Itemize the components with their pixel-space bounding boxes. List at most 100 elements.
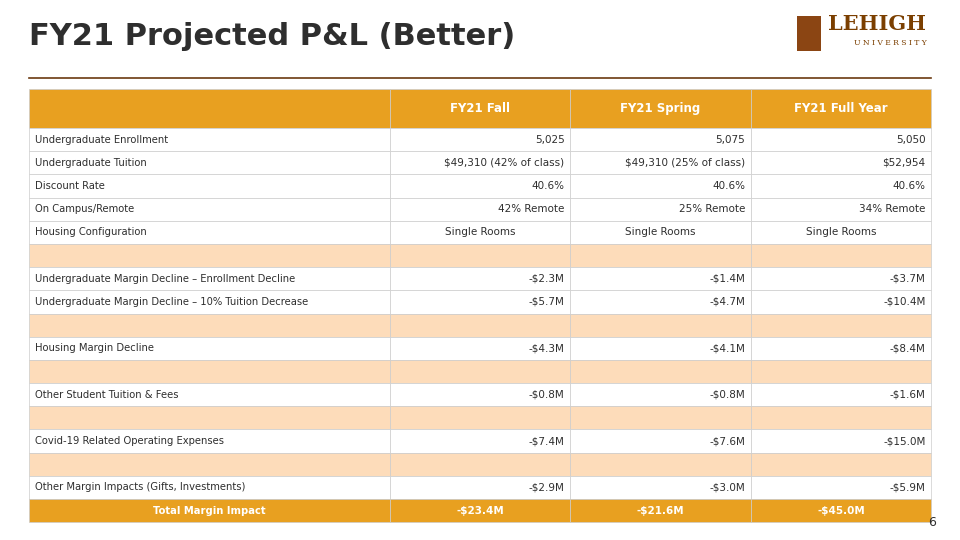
Bar <box>390 383 570 406</box>
Text: 34% Remote: 34% Remote <box>859 204 925 214</box>
Text: -$21.6M: -$21.6M <box>636 505 684 516</box>
Text: $52,954: $52,954 <box>882 158 925 168</box>
Bar <box>751 128 931 151</box>
Bar <box>29 174 390 198</box>
Text: FY21 Projected P&L (Better): FY21 Projected P&L (Better) <box>29 22 516 51</box>
Bar <box>570 244 751 267</box>
Text: Single Rooms: Single Rooms <box>444 227 516 238</box>
Bar <box>29 429 390 453</box>
Bar <box>751 476 931 499</box>
Bar <box>570 406 751 429</box>
Text: -$8.4M: -$8.4M <box>890 343 925 353</box>
Bar <box>751 151 931 174</box>
Text: -$0.8M: -$0.8M <box>529 390 564 400</box>
Text: FY21 Full Year: FY21 Full Year <box>794 102 888 115</box>
Bar <box>29 267 390 291</box>
Bar <box>570 383 751 406</box>
Text: 40.6%: 40.6% <box>532 181 564 191</box>
Bar <box>390 499 570 522</box>
Bar <box>751 314 931 337</box>
Text: -$5.9M: -$5.9M <box>890 482 925 492</box>
Text: -$3.7M: -$3.7M <box>890 274 925 284</box>
Bar <box>29 291 390 314</box>
Text: 40.6%: 40.6% <box>712 181 745 191</box>
Bar <box>390 476 570 499</box>
Bar <box>570 291 751 314</box>
Text: $49,310 (25% of class): $49,310 (25% of class) <box>625 158 745 168</box>
Bar <box>751 267 931 291</box>
Bar <box>570 174 751 198</box>
Bar <box>751 429 931 453</box>
Bar <box>751 453 931 476</box>
Bar <box>751 360 931 383</box>
Bar <box>797 16 821 51</box>
Bar <box>751 221 931 244</box>
Bar <box>570 429 751 453</box>
Text: -$4.1M: -$4.1M <box>709 343 745 353</box>
Text: -$7.4M: -$7.4M <box>529 436 564 446</box>
Text: Undergraduate Tuition: Undergraduate Tuition <box>35 158 146 168</box>
Text: -$3.0M: -$3.0M <box>709 482 745 492</box>
Text: 5,050: 5,050 <box>896 134 925 145</box>
Bar <box>390 128 570 151</box>
Bar <box>390 244 570 267</box>
Bar <box>390 453 570 476</box>
Bar <box>570 151 751 174</box>
Bar <box>570 360 751 383</box>
Bar <box>751 337 931 360</box>
Text: Housing Margin Decline: Housing Margin Decline <box>35 343 154 353</box>
Text: FY21 Spring: FY21 Spring <box>620 102 701 115</box>
Bar <box>29 244 390 267</box>
Bar <box>29 198 390 221</box>
Text: -$5.7M: -$5.7M <box>529 297 564 307</box>
Bar <box>29 89 390 128</box>
Text: Discount Rate: Discount Rate <box>35 181 105 191</box>
Bar <box>570 476 751 499</box>
Text: -$2.3M: -$2.3M <box>529 274 564 284</box>
Text: Covid-19 Related Operating Expenses: Covid-19 Related Operating Expenses <box>35 436 224 446</box>
Bar <box>751 291 931 314</box>
Text: $49,310 (42% of class): $49,310 (42% of class) <box>444 158 564 168</box>
Bar <box>751 198 931 221</box>
Text: -$2.9M: -$2.9M <box>529 482 564 492</box>
Bar <box>29 360 390 383</box>
Text: 25% Remote: 25% Remote <box>679 204 745 214</box>
Bar <box>29 128 390 151</box>
Bar <box>570 128 751 151</box>
Bar <box>570 221 751 244</box>
Bar <box>570 453 751 476</box>
Bar <box>29 151 390 174</box>
Text: -$10.4M: -$10.4M <box>883 297 925 307</box>
Text: U N I V E R S I T Y: U N I V E R S I T Y <box>853 39 926 47</box>
Bar <box>570 198 751 221</box>
Bar <box>29 406 390 429</box>
Bar <box>390 360 570 383</box>
Text: -$4.3M: -$4.3M <box>529 343 564 353</box>
Text: Single Rooms: Single Rooms <box>625 227 696 238</box>
Text: 5,025: 5,025 <box>535 134 564 145</box>
Text: -$23.4M: -$23.4M <box>456 505 504 516</box>
Bar <box>751 174 931 198</box>
Bar <box>390 174 570 198</box>
Text: Other Student Tuition & Fees: Other Student Tuition & Fees <box>35 390 178 400</box>
Text: On Campus/Remote: On Campus/Remote <box>35 204 133 214</box>
Bar <box>390 291 570 314</box>
Bar <box>570 499 751 522</box>
Text: Other Margin Impacts (Gifts, Investments): Other Margin Impacts (Gifts, Investments… <box>35 482 245 492</box>
Bar <box>751 406 931 429</box>
Bar <box>390 151 570 174</box>
Bar <box>570 337 751 360</box>
Text: -$7.6M: -$7.6M <box>709 436 745 446</box>
Text: Undergraduate Enrollment: Undergraduate Enrollment <box>35 134 168 145</box>
Bar <box>570 89 751 128</box>
Text: 6: 6 <box>928 516 936 529</box>
Bar <box>751 244 931 267</box>
Text: Undergraduate Margin Decline – Enrollment Decline: Undergraduate Margin Decline – Enrollmen… <box>35 274 295 284</box>
Bar <box>390 198 570 221</box>
Text: Single Rooms: Single Rooms <box>805 227 876 238</box>
Bar <box>570 267 751 291</box>
Text: -$1.6M: -$1.6M <box>890 390 925 400</box>
Bar <box>390 337 570 360</box>
Text: -$0.8M: -$0.8M <box>709 390 745 400</box>
Bar <box>29 337 390 360</box>
